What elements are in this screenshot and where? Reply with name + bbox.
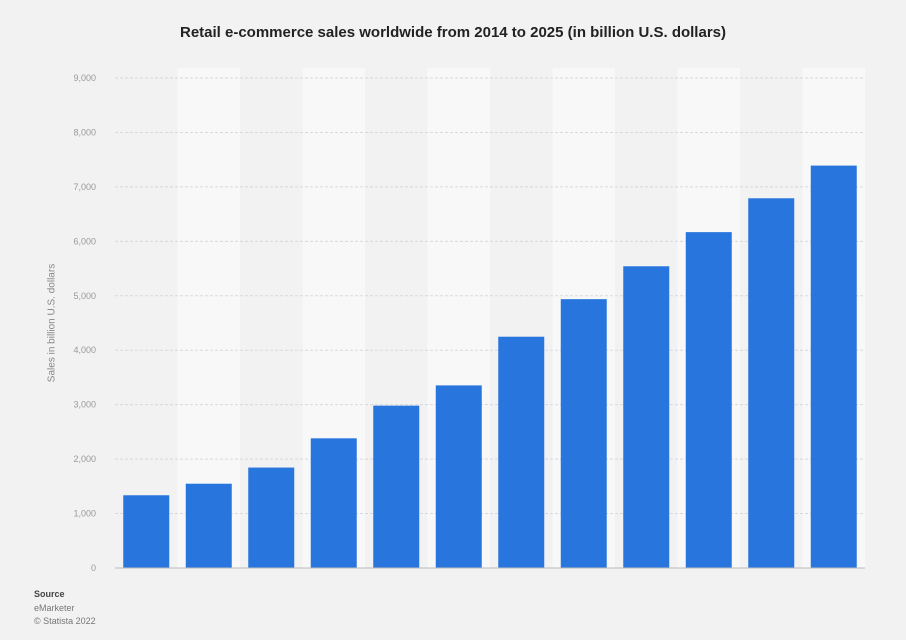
y-tick-label: 0 <box>91 563 96 573</box>
bar-2024 <box>748 198 795 569</box>
y-tick-label: 7,000 <box>73 182 96 192</box>
bar-2025 <box>810 165 857 568</box>
bar-2015 <box>185 483 232 568</box>
copyright: © Statista 2022 <box>34 616 96 626</box>
y-tick-label: 8,000 <box>73 127 96 137</box>
bar-2016 <box>248 467 295 568</box>
y-tick-label: 9,000 <box>73 73 96 83</box>
bar-2017 <box>310 438 357 568</box>
y-tick-label: 4,000 <box>73 345 96 355</box>
bar-2022 <box>623 266 670 568</box>
y-tick-label: 2,000 <box>73 454 96 464</box>
source-name: eMarketer <box>34 603 75 613</box>
chart-title: Retail e-commerce sales worldwide from 2… <box>179 24 726 41</box>
bar-2014 <box>123 495 170 568</box>
y-tick-label: 3,000 <box>73 400 96 410</box>
y-axis-label: Sales in billion U.S. dollars <box>46 263 58 383</box>
y-tick-label: 5,000 <box>73 291 96 301</box>
bar-2021 <box>560 299 607 568</box>
source-heading[interactable]: Source <box>34 589 65 599</box>
bar-2023 <box>685 232 732 569</box>
bar-2018 <box>373 405 420 568</box>
bar-2020 <box>498 336 545 568</box>
y-tick-label: 6,000 <box>73 236 96 246</box>
y-tick-label: 1,000 <box>73 509 96 519</box>
bar-2019 <box>435 385 482 568</box>
